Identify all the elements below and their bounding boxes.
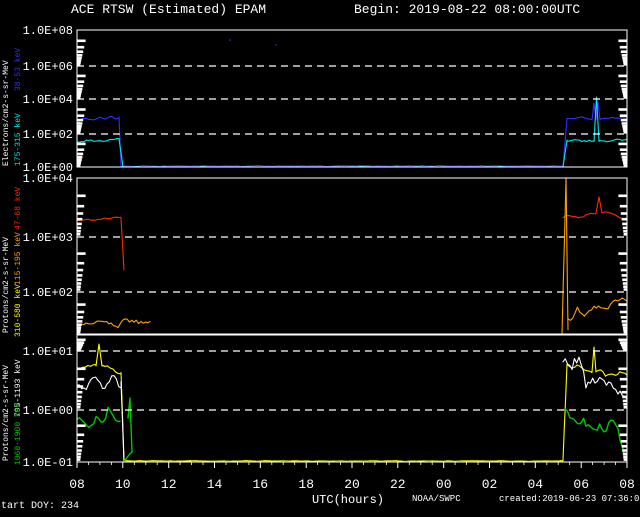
svg-text:10: 10	[115, 477, 131, 492]
svg-text:Begin: 2019-08-22 08:00:00UTC: Begin: 2019-08-22 08:00:00UTC	[354, 2, 580, 17]
svg-text:02: 02	[482, 477, 498, 492]
svg-text:1.0E+04: 1.0E+04	[23, 93, 73, 107]
svg-text:08: 08	[619, 477, 635, 492]
svg-text:1.0E+06: 1.0E+06	[23, 60, 73, 74]
svg-text:38-53 keV: 38-53 keV	[14, 48, 23, 91]
svg-text:00: 00	[436, 477, 452, 492]
svg-text:1.0E+08: 1.0E+08	[23, 24, 73, 38]
svg-text:115-195 keV: 115-195 keV	[14, 232, 23, 285]
svg-text:04: 04	[527, 477, 543, 492]
svg-text:20: 20	[344, 477, 360, 492]
svg-text:18: 18	[298, 477, 314, 492]
svg-text:47-68 keV: 47-68 keV	[14, 187, 23, 230]
svg-text:Electrons/cm2-s-sr-MeV: Electrons/cm2-s-sr-MeV	[2, 60, 11, 166]
svg-text:175-315 keV: 175-315 keV	[14, 113, 23, 166]
svg-text:1.0E+04: 1.0E+04	[23, 172, 73, 186]
svg-text:1.0E+03: 1.0E+03	[23, 231, 73, 245]
svg-text:created:2019-06-23 07:36:06UTC: created:2019-06-23 07:36:06UTC	[499, 494, 640, 504]
svg-text:16: 16	[252, 477, 268, 492]
svg-text:310-580 keV: 310-580 keV	[14, 284, 23, 337]
svg-text:22: 22	[390, 477, 406, 492]
svg-text:12: 12	[161, 477, 177, 492]
svg-text:08: 08	[69, 477, 85, 492]
svg-text:1.0E+00: 1.0E+00	[23, 404, 73, 418]
svg-text:1.0E+02: 1.0E+02	[23, 286, 73, 300]
svg-text:1.0E+01: 1.0E+01	[23, 345, 73, 359]
svg-text:UTC(hours): UTC(hours)	[312, 493, 384, 507]
svg-text:Protons/cm2-s-sr-MeV: Protons/cm2-s-sr-MeV	[2, 237, 11, 333]
svg-text:ACE RTSW (Estimated) EPAM: ACE RTSW (Estimated) EPAM	[71, 2, 266, 17]
svg-text:1.0E+02: 1.0E+02	[23, 128, 73, 142]
svg-text:NOAA/SWPC: NOAA/SWPC	[412, 494, 461, 504]
svg-text:1.0E-01: 1.0E-01	[23, 456, 73, 470]
svg-text:1060-1900 keV: 1060-1900 keV	[14, 402, 23, 465]
svg-text:start DOY: 234: start DOY: 234	[0, 501, 79, 512]
svg-text:Protons/cm2-s-sr-MeV: Protons/cm2-s-sr-MeV	[2, 365, 11, 461]
svg-text:06: 06	[573, 477, 589, 492]
svg-text:14: 14	[207, 477, 223, 492]
